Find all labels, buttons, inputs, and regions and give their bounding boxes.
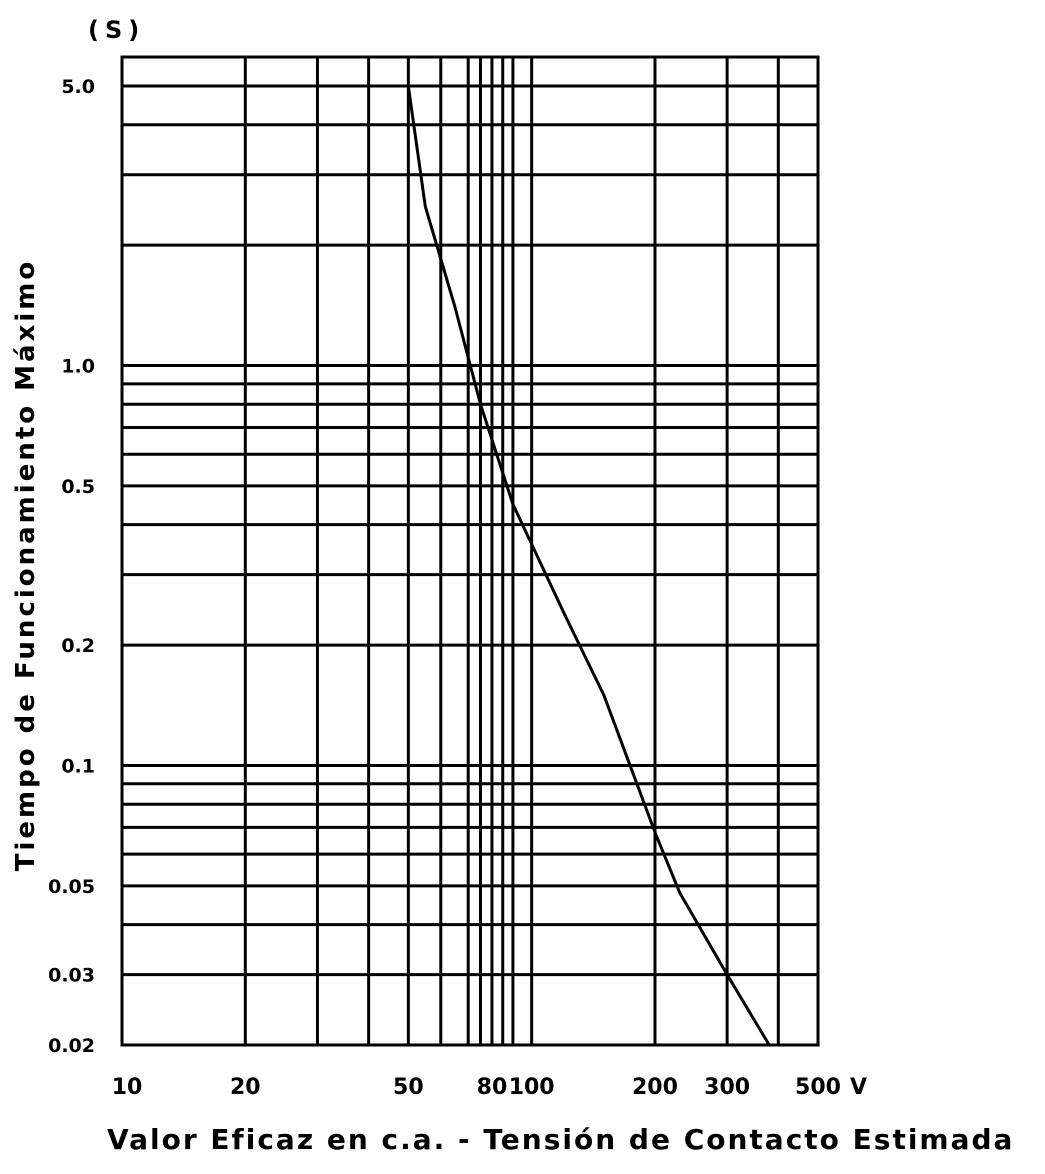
y-tick-label: 1.0 xyxy=(61,356,95,378)
x-tick-label: 20 xyxy=(230,1075,261,1100)
grid xyxy=(120,55,820,1047)
y-tick-label: 0.02 xyxy=(48,1035,95,1057)
x-tick-labels: 10 20 50 80 100 200 300 500 xyxy=(112,1075,841,1100)
y-tick-label: 0.03 xyxy=(48,965,95,987)
x-unit-label: V xyxy=(850,1075,867,1100)
plot-frame xyxy=(120,55,820,1047)
x-tick-label: 80 xyxy=(477,1075,508,1100)
x-tick-label: 50 xyxy=(393,1075,424,1100)
x-tick-label: 200 xyxy=(632,1075,678,1100)
y-tick-label: 0.1 xyxy=(61,755,95,777)
x-tick-label: 10 xyxy=(112,1075,143,1100)
x-tick-label: 100 xyxy=(509,1075,555,1100)
y-axis-title: Tiempo de Funcionamiento Máximo xyxy=(11,259,41,871)
series-line xyxy=(406,85,771,1046)
x-tick-label: 300 xyxy=(704,1075,750,1100)
y-tick-label: 5.0 xyxy=(61,76,95,98)
y-tick-label: 0.05 xyxy=(48,876,95,898)
series-layer xyxy=(406,85,771,1046)
y-tick-labels: 5.0 1.0 0.5 0.2 0.1 0.05 0.03 0.02 xyxy=(48,76,95,1057)
x-axis-title: Valor Eficaz en c.a. - Tensión de Contac… xyxy=(107,1123,1014,1156)
y-tick-label: 0.5 xyxy=(61,476,95,498)
y-tick-label: 0.2 xyxy=(61,635,95,657)
y-unit-label: (S) xyxy=(88,16,145,44)
x-tick-label: 500 xyxy=(795,1075,841,1100)
